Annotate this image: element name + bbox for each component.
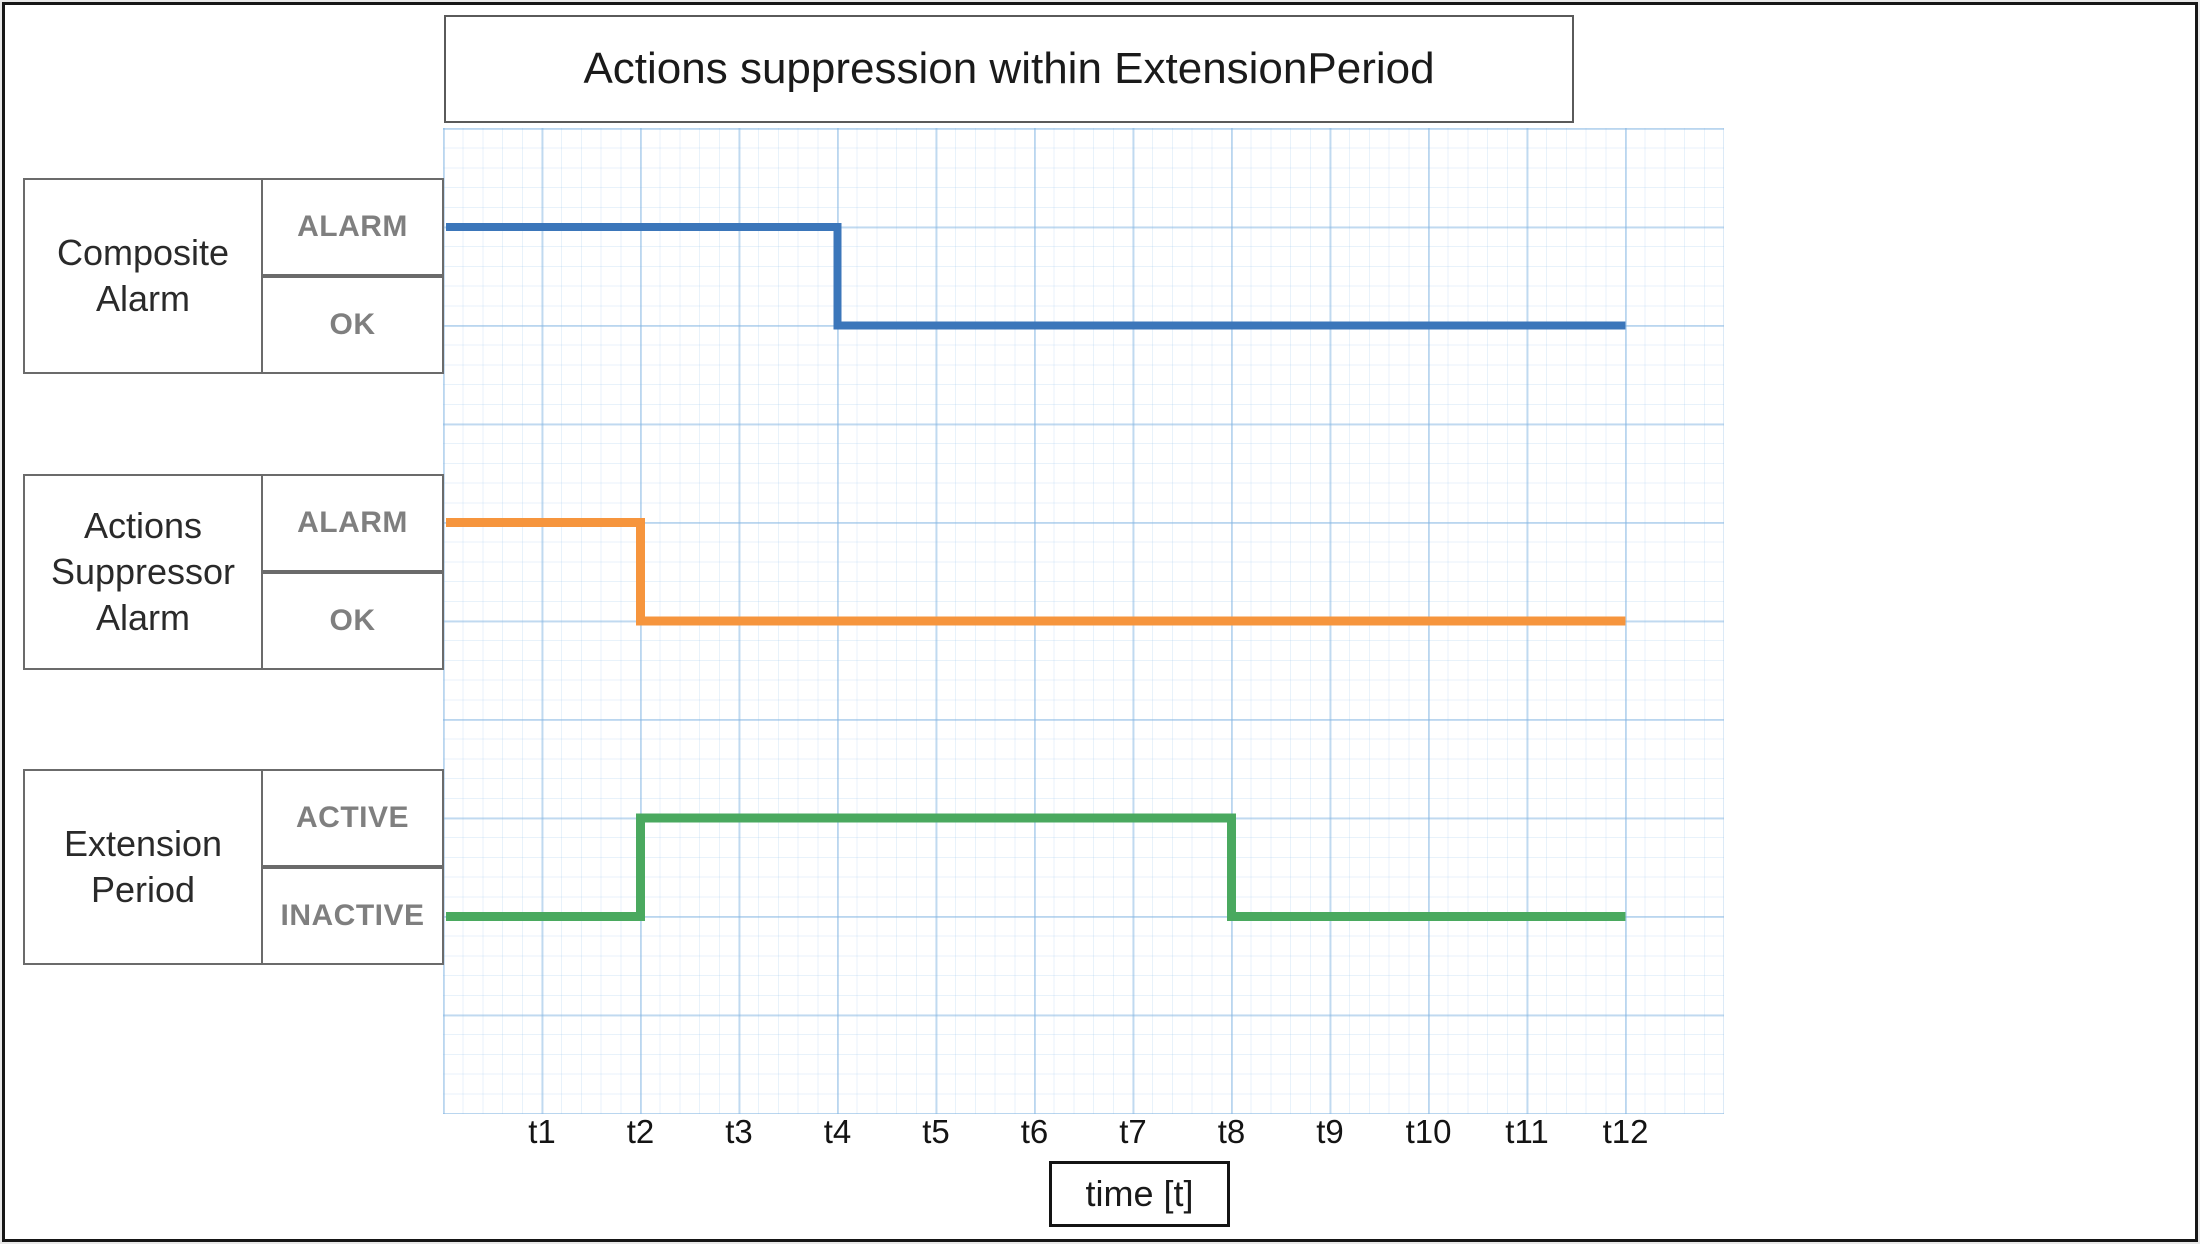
x-tick-t6: t6	[1020, 1113, 1049, 1150]
row-label-actions-suppressor-alarm: Actions Suppressor Alarm	[23, 474, 263, 670]
x-axis-label-box: time [t]	[1049, 1161, 1230, 1227]
x-tick-t1: t1	[528, 1113, 556, 1150]
row-label-text: Extension Period	[63, 822, 223, 910]
x-tick-t9: t9	[1316, 1113, 1344, 1150]
state-cell-composite-alarm-ok: OK	[261, 276, 444, 374]
x-tick-t8: t8	[1217, 1113, 1246, 1150]
state-cell-extension-period-inactive: INACTIVE	[261, 867, 444, 965]
state-label: ALARM	[297, 210, 408, 243]
row-label-composite-alarm: Composite Alarm	[23, 178, 263, 374]
x-tick-t11: t11	[1505, 1113, 1549, 1150]
state-cell-suppressor-alarm-alarm: ALARM	[261, 474, 444, 572]
x-tick-t7: t7	[1119, 1113, 1147, 1150]
state-label: OK	[329, 308, 376, 341]
diagram-title: Actions suppression within ExtensionPeri…	[583, 44, 1435, 93]
x-tick-t10: t10	[1405, 1113, 1452, 1150]
row-label-text: Actions Suppressor Alarm	[50, 504, 236, 639]
state-cell-composite-alarm-alarm: ALARM	[261, 178, 444, 276]
row-label-text: Composite Alarm	[56, 231, 230, 319]
x-tick-t2: t2	[626, 1113, 655, 1150]
state-cell-extension-period-active: ACTIVE	[261, 769, 444, 867]
plot-grid	[443, 128, 1724, 1114]
state-label: ACTIVE	[295, 801, 409, 834]
row-label-extension-period: Extension Period	[23, 769, 263, 965]
state-label: INACTIVE	[280, 899, 425, 932]
state-label: OK	[329, 604, 376, 637]
x-tick-t12: t12	[1602, 1113, 1649, 1150]
diagram-title-box: Actions suppression within ExtensionPeri…	[444, 15, 1574, 123]
x-tick-t5: t5	[922, 1113, 950, 1150]
state-label: ALARM	[297, 506, 408, 539]
x-tick-t3: t3	[725, 1113, 753, 1150]
state-cell-suppressor-alarm-ok: OK	[261, 572, 444, 670]
x-tick-t4: t4	[823, 1113, 852, 1150]
x-axis-label: time [t]	[1085, 1173, 1194, 1214]
